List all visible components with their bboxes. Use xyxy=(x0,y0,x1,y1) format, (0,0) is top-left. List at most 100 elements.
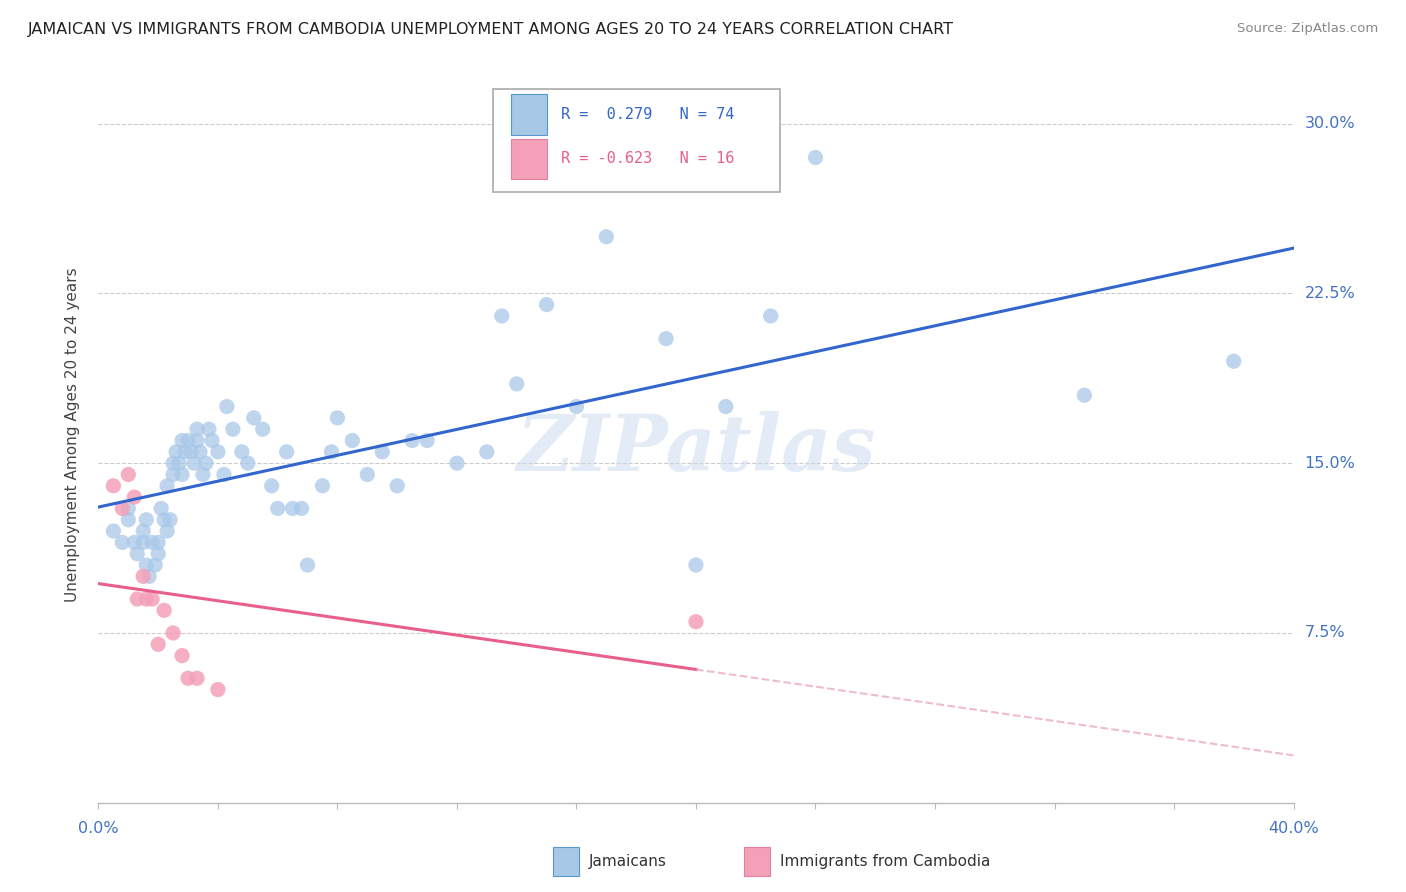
Point xyxy=(156,524,179,538)
Text: 15.0%: 15.0% xyxy=(1305,456,1355,471)
Point xyxy=(111,501,134,516)
Point xyxy=(124,535,146,549)
Text: Source: ZipAtlas.com: Source: ZipAtlas.com xyxy=(1237,22,1378,36)
Point xyxy=(103,479,125,493)
Point xyxy=(117,513,139,527)
Y-axis label: Unemployment Among Ages 20 to 24 years: Unemployment Among Ages 20 to 24 years xyxy=(65,268,80,602)
Bar xyxy=(510,95,547,135)
Point xyxy=(222,422,245,436)
Point xyxy=(135,513,157,527)
Point xyxy=(198,422,221,436)
Point xyxy=(446,456,468,470)
Point xyxy=(311,479,333,493)
Point xyxy=(536,298,558,312)
Point xyxy=(276,445,298,459)
Point xyxy=(207,445,229,459)
Point xyxy=(180,445,202,459)
Point xyxy=(215,400,238,414)
Point xyxy=(759,309,782,323)
Point xyxy=(156,479,179,493)
Point xyxy=(260,479,283,493)
Text: 22.5%: 22.5% xyxy=(1305,285,1355,301)
Point xyxy=(188,445,211,459)
Point xyxy=(150,501,173,516)
Point xyxy=(143,558,166,572)
Point xyxy=(141,592,163,607)
Point xyxy=(132,524,155,538)
Point xyxy=(491,309,513,323)
Point xyxy=(475,445,498,459)
Point xyxy=(195,456,218,470)
Point xyxy=(172,467,194,482)
Text: R = -0.623   N = 16: R = -0.623 N = 16 xyxy=(561,152,734,167)
Point xyxy=(177,434,200,448)
Point xyxy=(172,648,194,663)
Point xyxy=(201,434,224,448)
Point xyxy=(162,467,184,482)
Point xyxy=(595,229,617,244)
Point xyxy=(685,558,707,572)
Point xyxy=(141,535,163,549)
Point xyxy=(111,535,134,549)
Text: 0.0%: 0.0% xyxy=(79,822,118,837)
Point xyxy=(267,501,290,516)
Point xyxy=(416,434,439,448)
Point xyxy=(281,501,304,516)
Point xyxy=(162,626,184,640)
Text: R =  0.279   N = 74: R = 0.279 N = 74 xyxy=(561,107,734,122)
Point xyxy=(506,376,529,391)
Text: 30.0%: 30.0% xyxy=(1305,116,1355,131)
Point xyxy=(127,547,149,561)
Point xyxy=(117,501,139,516)
Point xyxy=(183,456,205,470)
Point xyxy=(231,445,253,459)
Point xyxy=(385,479,409,493)
Point xyxy=(148,535,170,549)
Point xyxy=(124,490,146,504)
Point xyxy=(186,422,208,436)
Text: ZIPatlas: ZIPatlas xyxy=(516,411,876,488)
Bar xyxy=(553,847,579,876)
Point xyxy=(236,456,259,470)
Point xyxy=(212,467,235,482)
Point xyxy=(565,400,588,414)
Point xyxy=(162,456,184,470)
Point xyxy=(148,547,170,561)
Point xyxy=(714,400,737,414)
Point xyxy=(186,671,208,685)
Point xyxy=(342,434,364,448)
Text: Immigrants from Cambodia: Immigrants from Cambodia xyxy=(780,855,990,869)
Point xyxy=(135,558,157,572)
Point xyxy=(371,445,394,459)
Point xyxy=(138,569,160,583)
FancyBboxPatch shape xyxy=(494,89,780,192)
Point xyxy=(167,456,190,470)
Point xyxy=(297,558,319,572)
Bar xyxy=(744,847,770,876)
Point xyxy=(153,513,176,527)
Point xyxy=(207,682,229,697)
Point xyxy=(685,615,707,629)
Point xyxy=(804,151,827,165)
Point xyxy=(127,592,149,607)
Point xyxy=(172,434,194,448)
Point xyxy=(291,501,314,516)
Point xyxy=(165,445,187,459)
Text: JAMAICAN VS IMMIGRANTS FROM CAMBODIA UNEMPLOYMENT AMONG AGES 20 TO 24 YEARS CORR: JAMAICAN VS IMMIGRANTS FROM CAMBODIA UNE… xyxy=(28,22,955,37)
Text: Jamaicans: Jamaicans xyxy=(589,855,666,869)
Point xyxy=(356,467,378,482)
Point xyxy=(243,410,266,425)
Point xyxy=(401,434,423,448)
Point xyxy=(159,513,181,527)
Point xyxy=(191,467,214,482)
Text: 7.5%: 7.5% xyxy=(1305,625,1346,640)
Point xyxy=(1223,354,1246,368)
Point xyxy=(135,592,157,607)
Point xyxy=(117,467,139,482)
Point xyxy=(148,637,170,651)
Point xyxy=(177,671,200,685)
Point xyxy=(186,434,208,448)
Point xyxy=(132,569,155,583)
Point xyxy=(655,332,678,346)
Point xyxy=(1073,388,1095,402)
